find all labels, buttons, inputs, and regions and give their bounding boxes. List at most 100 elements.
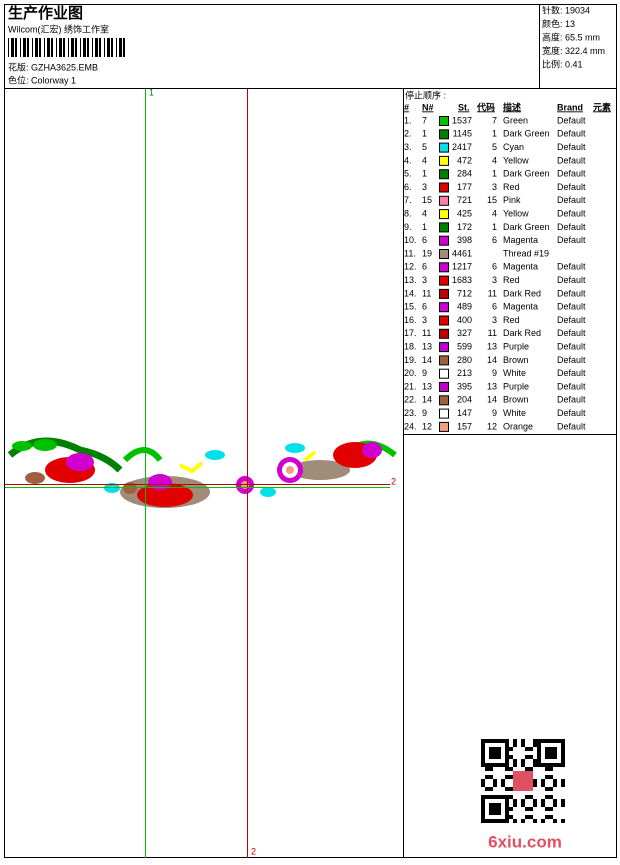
qr-cell [489,747,493,751]
qr-cell [501,795,505,799]
stitches: 157 [457,421,472,431]
qr-cell [497,811,501,815]
brand: Default [557,142,586,152]
qr-cell [553,779,557,783]
bar [8,38,9,57]
row-number: 22. [404,395,417,405]
qr-cell [505,811,509,815]
qr-cell [553,819,557,823]
bar [71,38,74,57]
bar [35,38,38,57]
color-swatch [439,288,449,299]
qr-cell [489,767,493,771]
qr-cell [497,739,501,743]
description: Purple [503,381,529,391]
bar [51,38,53,57]
row-number: 15. [404,302,417,312]
qr-cell [501,763,505,767]
qr-cell [485,795,489,799]
bar [44,38,45,57]
brand: Default [557,182,586,192]
code: 7 [492,115,497,125]
color-swatch [439,195,449,206]
qr-cell [525,795,529,799]
stitches: 489 [457,302,472,312]
stat: 针数: 19034 [542,4,590,15]
code: 3 [492,182,497,192]
qr-cell [545,755,549,759]
qr-cell [505,739,509,743]
stitches: 1537 [452,115,472,125]
brand: Default [557,288,586,298]
qr-cell [529,795,533,799]
qr-cell [481,739,485,743]
qr-cell [481,783,485,787]
qr-cell [509,795,513,799]
column-header: # [404,102,409,112]
bar [92,38,93,57]
description: Dark Red [503,288,541,298]
color-swatch [439,142,449,153]
qr-cell [545,775,549,779]
color-swatch [439,182,449,193]
brand: Default [557,341,586,351]
qr-cell [493,783,497,787]
qr-cell [513,803,517,807]
qr-cell [533,763,537,767]
qr-cell [505,819,509,823]
color-swatch [439,262,449,273]
qr-cell [497,819,501,823]
qr-cell [529,815,533,819]
row-number: 8. [404,208,412,218]
qr-cell [509,775,513,779]
qr-cell [509,787,513,791]
bar [56,38,57,57]
qr-cell [493,795,497,799]
description: Dark Green [503,222,550,232]
bar [111,38,113,57]
bar [59,38,62,57]
qr-cell [537,743,541,747]
color-swatch [439,275,449,286]
row-number: 18. [404,341,417,351]
qr-cell [545,747,549,751]
stitches: 327 [457,328,472,338]
bar [39,38,41,57]
description: Cyan [503,142,524,152]
thread-number: 4 [422,208,427,218]
qr-cell [501,739,505,743]
description: Dark Green [503,129,550,139]
qr-cell [557,739,561,743]
qr-cell [485,819,489,823]
bar [107,38,110,57]
thread-number: 9 [422,408,427,418]
stat: 高度: 65.5 mm [542,31,600,42]
row-number: 10. [404,235,417,245]
qr-cell [549,775,553,779]
color-swatch [439,408,449,419]
row-number: 12. [404,262,417,272]
qr-cell [481,807,485,811]
qr-cell [553,747,557,751]
stitches: 398 [457,235,472,245]
row-number: 23. [404,408,417,418]
code: 12 [487,421,497,431]
thread-number: 6 [422,235,427,245]
description: Magenta [503,262,538,272]
qr-cell [549,795,553,799]
row-number: 14. [404,288,417,298]
color-swatch [439,342,449,353]
brand: Default [557,328,586,338]
qr-cell [561,763,565,767]
qr-cell [509,755,513,759]
bar [75,38,77,57]
qr-cell [545,751,549,755]
qr-cell [553,763,557,767]
qr-cell [493,747,497,751]
brand: Default [557,355,586,365]
code: 13 [487,341,497,351]
column-header: 代码 [476,101,495,112]
stitches: 213 [457,368,472,378]
qr-cell [489,751,493,755]
qr-cell [537,759,541,763]
